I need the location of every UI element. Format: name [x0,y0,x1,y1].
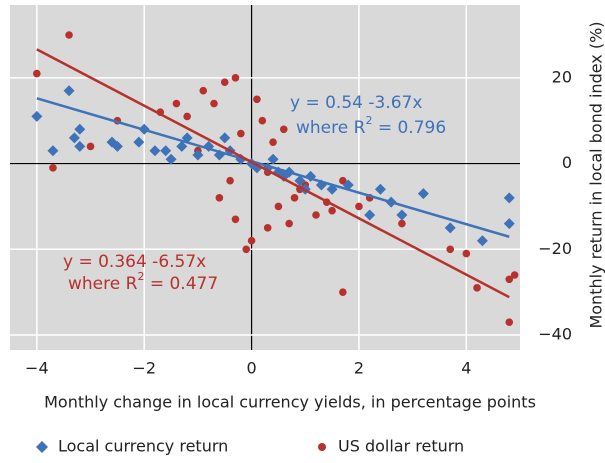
x-tick-label: −4 [25,359,49,378]
point [87,143,95,151]
point [280,125,288,133]
point [398,220,406,228]
r2-sup: 2 [137,270,144,283]
r2-prefix: where R [68,274,138,294]
point [237,130,245,138]
point [473,284,481,292]
point [511,271,519,279]
x-axis-title: Monthly change in local currency yields,… [44,393,536,412]
point [264,224,272,232]
r2-suffix: = 0.796 [372,118,446,138]
y-tick-label: −40 [538,325,572,344]
point [199,87,207,95]
point [291,194,299,202]
point [328,207,336,215]
point [269,138,277,146]
point [339,288,347,296]
point [259,117,267,125]
point [173,100,181,108]
legend-label: US dollar return [338,437,464,456]
x-tick-label: −2 [132,359,156,378]
legend-marker [36,441,48,453]
point [232,74,240,82]
point [275,203,283,211]
point [463,250,471,258]
point [446,245,454,253]
fit-equation: y = 0.364 -6.57x [63,252,206,272]
point [210,100,218,108]
plot-area [10,5,520,350]
point [312,211,320,219]
x-tick-label: 0 [246,359,256,378]
y-tick-label: 20 [552,67,572,86]
y-tick-label: −20 [538,239,572,258]
point [355,203,363,211]
legend-marker [318,443,326,451]
x-tick-label: 4 [461,359,471,378]
y-tick-label: 0 [562,153,572,172]
point [221,78,229,86]
r2-suffix: = 0.477 [144,274,218,294]
legend-label: Local currency return [58,437,228,456]
point [65,31,73,39]
fit-equation: y = 0.54 -3.67x [290,93,422,113]
point [33,70,41,78]
point [232,215,240,223]
point [285,220,293,228]
point [49,164,57,172]
point [226,177,234,185]
r2-prefix: where R [296,118,366,138]
point [505,318,513,326]
point [248,237,256,245]
r2-sup: 2 [365,114,372,127]
point [253,95,261,103]
x-tick-label: 2 [354,359,364,378]
point [242,245,250,253]
y-axis-title: Monthly return in local bond index (%) [587,21,605,328]
point [216,194,224,202]
point [183,113,191,121]
